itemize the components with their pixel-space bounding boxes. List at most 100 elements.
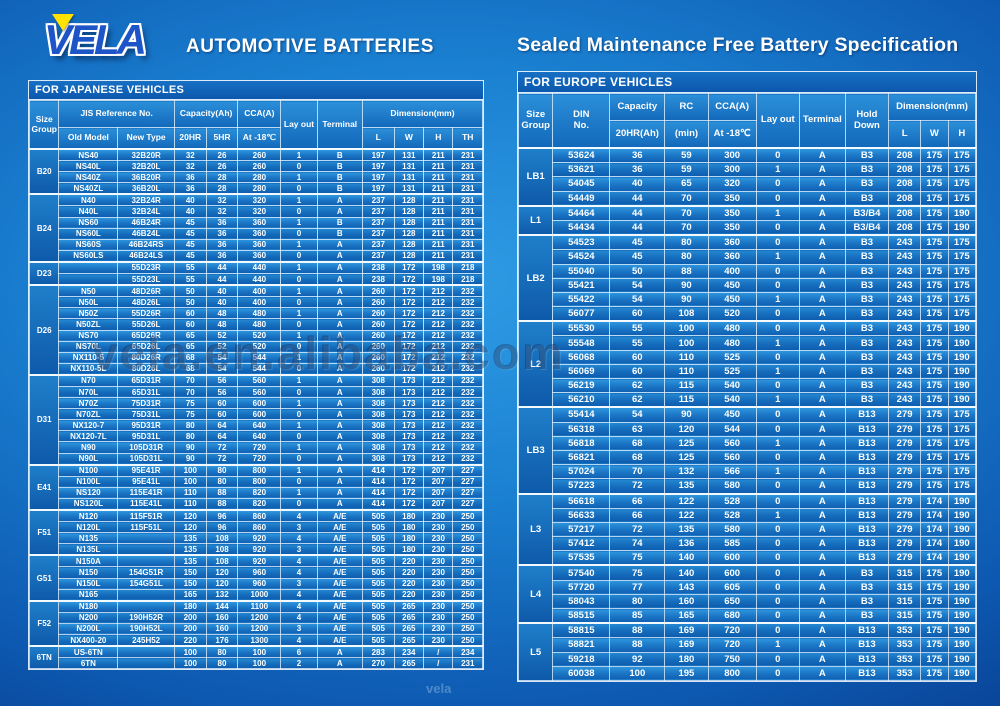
cell: B — [316, 160, 363, 173]
cell: 6TN — [58, 657, 119, 670]
size-group-cell: LB1 — [517, 147, 554, 207]
table-row: D26 N50 48D26R 50 40 400 1 A 260 172 212 232 — [28, 284, 483, 376]
table-row: D23 55D23R 55 44 440 1 A 238 172 198 218 — [28, 260, 483, 286]
cell: 0 — [280, 249, 318, 263]
cell: 315 — [888, 564, 922, 581]
cell: A/E — [316, 622, 363, 636]
cell: 505 — [361, 577, 395, 590]
cell: NS40 — [58, 148, 119, 162]
cell: 243 — [888, 277, 922, 293]
cell: A/E — [316, 634, 363, 647]
cell: 0 — [280, 205, 318, 218]
cell: 172 — [393, 307, 425, 320]
cell: 250 — [452, 611, 483, 624]
cell: 54524 — [552, 249, 611, 265]
cell: 1 — [280, 307, 318, 320]
cell: 0 — [755, 449, 801, 466]
europe-vehicles-table: Size Group DIN No. Capacity RC CCA(A) Lay out… — [517, 93, 976, 681]
cell: 2 — [280, 657, 318, 670]
cell: N120L — [58, 521, 119, 534]
cell: 232 — [452, 296, 483, 309]
japanese-vehicles-panel: FOR JAPANESE VEHICLES Size Group JIS Refe… — [28, 80, 484, 671]
cell: NS120L — [58, 497, 119, 511]
cell: A — [799, 219, 846, 236]
cell: 0 — [755, 320, 801, 337]
cell: 232 — [452, 419, 483, 432]
cell: N50L — [58, 296, 119, 309]
cell: 230 — [423, 554, 454, 568]
japanese-vehicles-table: Size Group JIS Reference No. Capacity(Ah) C… — [28, 100, 484, 670]
cell: 227 — [452, 486, 483, 499]
cell: 54 — [609, 291, 666, 308]
column-header: Capacity(Ah) — [173, 100, 239, 128]
vela-logo: VELA — [30, 12, 180, 68]
cell: B13 — [844, 651, 890, 667]
table-row: G51 N150A 135 108 920 4 A/E 505 220 230 250 — [28, 554, 483, 602]
cell: 920 — [237, 543, 282, 556]
cell: 3 — [280, 521, 318, 534]
cell: B13 — [844, 421, 890, 437]
table-row: NS40Z 36B20R 36 28 280 1 B 197 131 211 231 — [30, 171, 483, 184]
cell: 50 — [609, 263, 666, 279]
cell: 212 — [423, 318, 454, 331]
cell: B3 — [844, 234, 890, 251]
cell: 0 — [755, 622, 801, 639]
cell: 175 — [920, 478, 949, 494]
cell: NX120-7 — [58, 419, 119, 432]
cell: 250 — [452, 634, 483, 647]
cell: 414 — [361, 497, 395, 511]
column-header: (min) — [664, 120, 709, 149]
cell — [117, 532, 175, 545]
cell: 175 — [920, 435, 949, 451]
cell: 56618 — [552, 492, 611, 509]
table-row: 58821 88 169 720 1 A B13 353 175 190 — [519, 637, 976, 653]
cell: B3 — [844, 277, 890, 293]
cell: 56219 — [552, 377, 611, 394]
table-row: LB1 53624 36 59 300 0 A B3 208 175 175 — [517, 147, 976, 207]
cell: 120 — [173, 521, 207, 534]
cell: 65 — [664, 176, 709, 192]
cell: NX110-5 — [58, 351, 119, 364]
cell: 212 — [423, 284, 454, 298]
cell: 128 — [393, 249, 425, 263]
cell: B3 — [844, 190, 890, 207]
cell: 232 — [452, 441, 483, 454]
cell: 95D31R — [117, 419, 175, 432]
table-row: B20 NS40 32B20R 32 26 260 1 B 197 131 211 231 — [28, 147, 483, 195]
cell: 528 — [707, 492, 757, 509]
cell: 128 — [393, 227, 425, 240]
cell: 55421 — [552, 277, 611, 293]
cell: 197 — [361, 148, 395, 162]
cell: 175 — [920, 320, 949, 337]
cell: N100 — [58, 463, 119, 477]
cell: 231 — [452, 216, 483, 229]
cell: B13 — [844, 507, 890, 523]
cell: 80 — [173, 419, 207, 432]
cell: 232 — [452, 329, 483, 342]
cell: 525 — [707, 363, 757, 380]
column-header: W — [393, 127, 425, 150]
cell: 230 — [423, 611, 454, 624]
table-row: NS60S 46B24RS 45 36 360 1 A 237 128 211 231 — [30, 238, 483, 251]
cell: 36 — [609, 147, 666, 164]
cell: A/E — [316, 577, 363, 590]
cell: 122 — [664, 507, 709, 523]
table-row: N135 135 108 920 4 A/E 505 180 230 250 — [30, 532, 483, 545]
cell: 175 — [920, 204, 949, 221]
cell: 172 — [393, 463, 425, 477]
cell: 265 — [393, 622, 425, 636]
cell: 58043 — [552, 593, 611, 610]
cell: 232 — [452, 385, 483, 399]
cell: 56821 — [552, 449, 611, 466]
cell: 1 — [280, 419, 318, 432]
cell: 353 — [888, 637, 922, 653]
cell: 175 — [947, 464, 976, 480]
cell: 1 — [755, 507, 801, 523]
cell: 560 — [707, 449, 757, 466]
cell: 60 — [609, 349, 666, 365]
cell: 283 — [361, 645, 395, 659]
cell: 308 — [361, 419, 395, 432]
cell: 190 — [947, 579, 976, 595]
cell: 265 — [393, 634, 425, 647]
cell: A — [799, 306, 846, 322]
